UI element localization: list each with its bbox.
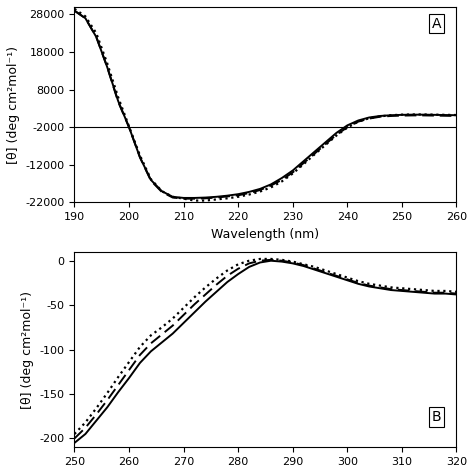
Y-axis label: [θ] (deg cm²mol⁻¹): [θ] (deg cm²mol⁻¹) <box>21 291 34 409</box>
Text: A: A <box>432 17 441 31</box>
Text: B: B <box>432 410 441 424</box>
Y-axis label: [θ] (deg cm²mol⁻¹): [θ] (deg cm²mol⁻¹) <box>7 46 20 164</box>
X-axis label: Wavelength (nm): Wavelength (nm) <box>211 228 319 241</box>
